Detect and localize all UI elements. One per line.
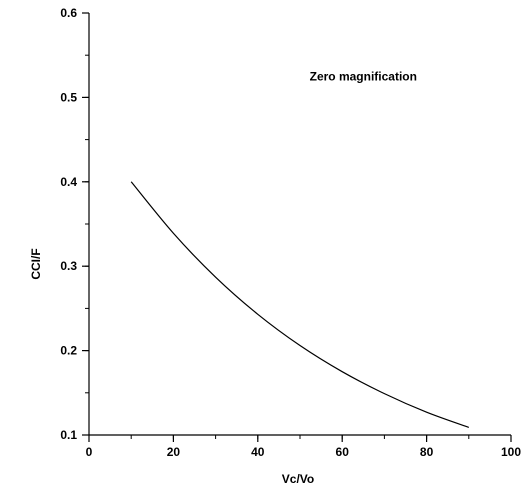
y-tick-label: 0.5 (60, 90, 77, 104)
x-axis-title: Vc/Vo (282, 472, 314, 486)
x-tick-label: 60 (336, 445, 350, 459)
y-axis-title: CCI/F (29, 248, 43, 279)
tick-labels: 0 20 40 60 80 100 0.1 0.2 0.3 0.4 0.5 0.6 (60, 6, 521, 459)
x-tick-label: 0 (86, 445, 93, 459)
y-tick-label: 0.3 (60, 259, 77, 273)
series (130, 181, 470, 428)
x-tick-label: 20 (167, 445, 181, 459)
annotation-label: Zero magnification (310, 70, 417, 84)
y-tick-label: 0.4 (60, 175, 77, 189)
y-tick-label: 0.6 (60, 6, 77, 20)
x-tick-label: 80 (420, 445, 434, 459)
series-line (130, 181, 470, 428)
ticks (82, 12, 512, 442)
y-tick-label: 0.2 (60, 344, 77, 358)
y-tick-label: 0.1 (60, 428, 77, 442)
x-tick-label: 40 (251, 445, 265, 459)
x-tick-label: 100 (501, 445, 521, 459)
axes (88, 13, 511, 436)
